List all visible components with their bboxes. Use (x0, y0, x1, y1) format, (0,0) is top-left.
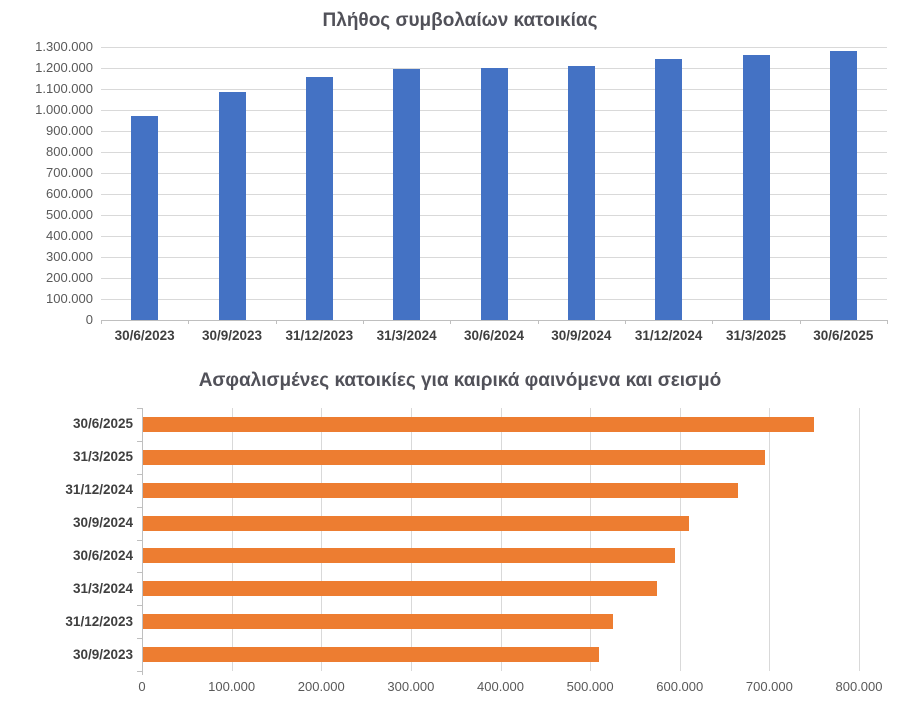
x-category-label: 31/3/2025 (725, 328, 787, 343)
contracts-column-chart: Πλήθος συμβολαίων κατοικίας 0 100.000 200.… (35, 10, 888, 343)
y-tick-label: 300.000 (46, 249, 93, 264)
y-tick-label: 700.000 (46, 165, 93, 180)
x-category-label: 30/6/2025 (813, 328, 874, 343)
axis-tick (887, 320, 888, 324)
h-bar (142, 449, 765, 465)
axis-tick (712, 320, 714, 324)
x-gridline (321, 408, 323, 671)
x-category-label: 31/12/2023 (285, 328, 354, 343)
h-bar (142, 416, 815, 432)
axis-tick (137, 605, 142, 607)
x-category-label: 30/9/2024 (551, 328, 612, 343)
y-category-label: 30/6/2024 (72, 547, 133, 563)
y-tick-label: 1.100.000 (35, 81, 93, 96)
h-bar (142, 614, 613, 630)
y-tick-label: 1.300.000 (35, 39, 93, 54)
axis-tick (625, 320, 626, 324)
x-tick-label: 500.000 (566, 679, 614, 694)
h-bar (142, 647, 600, 663)
insured-homes-bar-chart: Ασφαλισμένες κατοικίες για καιρικά φαινό… (0, 358, 920, 705)
y-tick-label: 1.200.000 (35, 60, 93, 75)
x-category-label: 30/6/2024 (463, 328, 525, 343)
column-bar (829, 51, 857, 320)
column-bar (131, 116, 159, 320)
axis-tick (137, 408, 142, 409)
y-category-label: 30/9/2023 (72, 646, 133, 662)
axis-tick (142, 671, 143, 675)
x-tick-label: 800.000 (835, 679, 883, 694)
x-tick-label: 0 (138, 679, 146, 694)
x-tick-label: 600.000 (656, 679, 704, 694)
x-axis-line (101, 320, 887, 321)
h-bar (142, 548, 676, 564)
axis-tick (137, 638, 142, 640)
axis-tick (137, 539, 142, 541)
x-gridline (231, 408, 233, 671)
column-bar (480, 68, 508, 320)
y-tick-label: 200.000 (46, 270, 93, 285)
axis-tick (537, 320, 539, 324)
axis-tick (188, 320, 190, 324)
y-gridline (101, 47, 887, 48)
column-bar (742, 55, 770, 320)
x-category-label: 31/12/2024 (634, 328, 703, 343)
axis-tick (137, 440, 142, 442)
x-tick-label: 400.000 (477, 679, 524, 694)
column-bar (393, 69, 421, 320)
contracts-chart-title: Πλήθος συμβολαίων κατοικίας (322, 10, 598, 31)
y-tick-label: 400.000 (46, 228, 93, 243)
column-bar (218, 92, 246, 320)
x-gridline (769, 408, 771, 671)
y-category-label: 31/12/2023 (65, 613, 133, 629)
h-bar (142, 515, 689, 531)
x-gridline (679, 408, 681, 671)
axis-tick (275, 320, 277, 324)
y-axis-line (142, 408, 143, 671)
x-tick-label: 700.000 (745, 679, 793, 694)
axis-tick (101, 320, 102, 324)
x-category-label: 31/3/2024 (376, 328, 437, 343)
axis-tick (137, 671, 142, 672)
x-gridline (590, 408, 592, 671)
y-tick-label: 0 (85, 312, 93, 327)
y-category-label: 31/3/2025 (72, 449, 133, 465)
y-tick-label: 800.000 (46, 144, 93, 159)
x-gridline (859, 408, 860, 671)
y-tick-label: 100.000 (46, 291, 93, 306)
y-tick-label: 600.000 (46, 186, 93, 201)
x-tick-label: 100.000 (208, 679, 256, 694)
axis-tick (450, 320, 452, 324)
y-tick-label: 1.000.000 (35, 102, 93, 117)
axis-tick (363, 320, 364, 324)
x-tick-label: 300.000 (387, 679, 435, 694)
axis-tick (137, 572, 142, 574)
y-category-label: 31/12/2024 (65, 482, 133, 498)
x-gridline (410, 408, 412, 671)
column-bar (567, 65, 595, 320)
h-bar (142, 581, 658, 597)
h-bar (142, 482, 738, 498)
x-tick-label: 200.000 (297, 679, 345, 694)
axis-tick (137, 506, 142, 508)
insured-chart-title: Ασφαλισμένες κατοικίες για καιρικά φαινό… (198, 370, 722, 391)
y-category-label: 30/9/2024 (72, 515, 133, 531)
x-category-label: 30/6/2023 (114, 328, 175, 343)
x-gridline (500, 408, 502, 671)
axis-tick (799, 320, 801, 324)
column-bar (305, 77, 333, 320)
y-tick-label: 900.000 (46, 123, 93, 138)
axis-tick (137, 473, 142, 475)
y-category-label: 30/6/2025 (72, 416, 133, 432)
y-category-label: 31/3/2024 (72, 580, 133, 596)
column-bar (655, 58, 683, 320)
x-category-label: 30/9/2023 (201, 328, 263, 343)
y-tick-label: 500.000 (46, 207, 93, 222)
